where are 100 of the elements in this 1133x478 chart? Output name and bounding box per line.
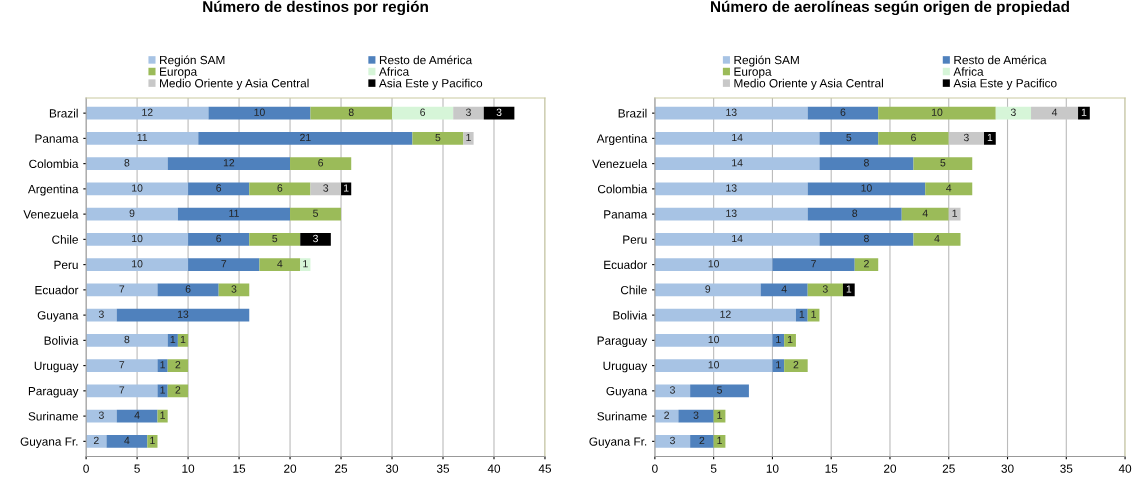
bar [86,384,158,398]
y-tick-label: Chile [620,285,647,295]
data-label: 1 [344,184,349,192]
data-label: 7 [119,386,125,394]
bar [86,435,107,448]
bar [86,157,168,170]
y-tick-label: Suriname [597,411,647,421]
x-tick-label: 40 [1118,464,1132,473]
data-label: 4 [922,209,928,217]
x-tick-label: 15 [825,464,838,473]
bar [86,132,199,145]
data-label: 1 [160,386,165,394]
data-label: 1 [303,260,308,268]
bar [772,334,785,347]
data-label: 3 [98,310,104,318]
y-tick-label: Colombia [29,159,79,169]
bar [86,258,189,271]
y-tick-label: Guyana [37,311,79,322]
data-label: 10 [708,335,720,344]
bar [167,157,291,170]
x-tick-label: 20 [884,464,897,473]
bar [854,258,879,271]
bar [925,182,973,196]
x-tick-label: 20 [284,464,297,473]
bar [654,132,820,145]
data-label: 1 [811,310,816,318]
data-label: 8 [864,159,869,167]
data-label: 1 [987,133,993,142]
data-label: 12 [720,310,731,318]
data-label: 7 [119,361,125,369]
bar [310,182,342,196]
bar [948,132,985,145]
data-label: 1 [952,209,958,217]
data-label: 1 [776,361,781,369]
data-label: 2 [699,436,705,445]
bar [86,308,117,322]
bar [157,409,168,423]
data-label: 6 [185,285,191,293]
bar [807,283,843,297]
bar [167,359,189,372]
data-label: 13 [726,108,737,116]
bar [412,132,464,145]
y-tick-label: Panama [604,210,648,219]
bar [690,435,714,448]
x-tick-label: 25 [942,464,955,473]
bar [198,132,413,145]
bar [310,106,393,120]
bar [690,384,749,398]
bar [86,283,158,297]
data-label: 2 [793,361,799,369]
bar [772,258,855,271]
data-label: 3 [822,285,828,293]
data-label: 8 [864,234,869,243]
y-tick-label: Paraguay [28,387,79,398]
bar [807,207,902,221]
data-label: 1 [776,335,781,344]
bar [188,233,250,246]
bar [290,207,342,221]
bar [819,233,914,246]
data-label: 4 [781,285,787,293]
data-label: 5 [313,209,318,217]
y-tick-label: Chile [52,235,78,244]
data-label: 10 [132,184,143,192]
data-label: 1 [717,436,722,445]
data-label: 10 [132,260,143,268]
bar [188,258,260,271]
data-label: 1 [466,133,471,142]
bar [807,106,879,120]
bar [913,233,961,246]
data-label: 2 [864,260,869,268]
bar [259,258,301,271]
data-label: 5 [846,133,852,142]
data-label: 10 [132,234,143,243]
data-label: 5 [272,234,278,243]
data-label: 4 [946,184,952,192]
bar [654,157,820,170]
bar [678,409,714,423]
bar [483,106,515,120]
data-label: 10 [931,108,943,116]
bar [453,106,484,120]
bar [819,132,879,145]
y-tick-label: Guyana Fr. [589,437,647,449]
legend-label: Resto de América [954,55,1047,65]
data-label: 9 [705,285,711,293]
data-label: 1 [799,310,805,318]
data-label: 6 [216,234,222,243]
x-tick-label: 5 [710,464,717,473]
data-label: 2 [664,411,669,419]
bar [654,106,808,120]
data-label: 3 [231,285,237,293]
data-label: 10 [708,260,720,268]
data-label: 7 [811,260,816,268]
y-tick-label: Guyana [606,386,648,398]
data-label: 3 [670,436,675,445]
legend-label: Asia Este y Pacifico [379,78,483,90]
data-label: 3 [496,108,502,116]
data-label: 1 [1081,108,1087,116]
y-tick-label: Peru [54,260,78,270]
legend-label: Medio Oriente y Asia Central [734,78,883,90]
data-label: 3 [98,411,104,419]
